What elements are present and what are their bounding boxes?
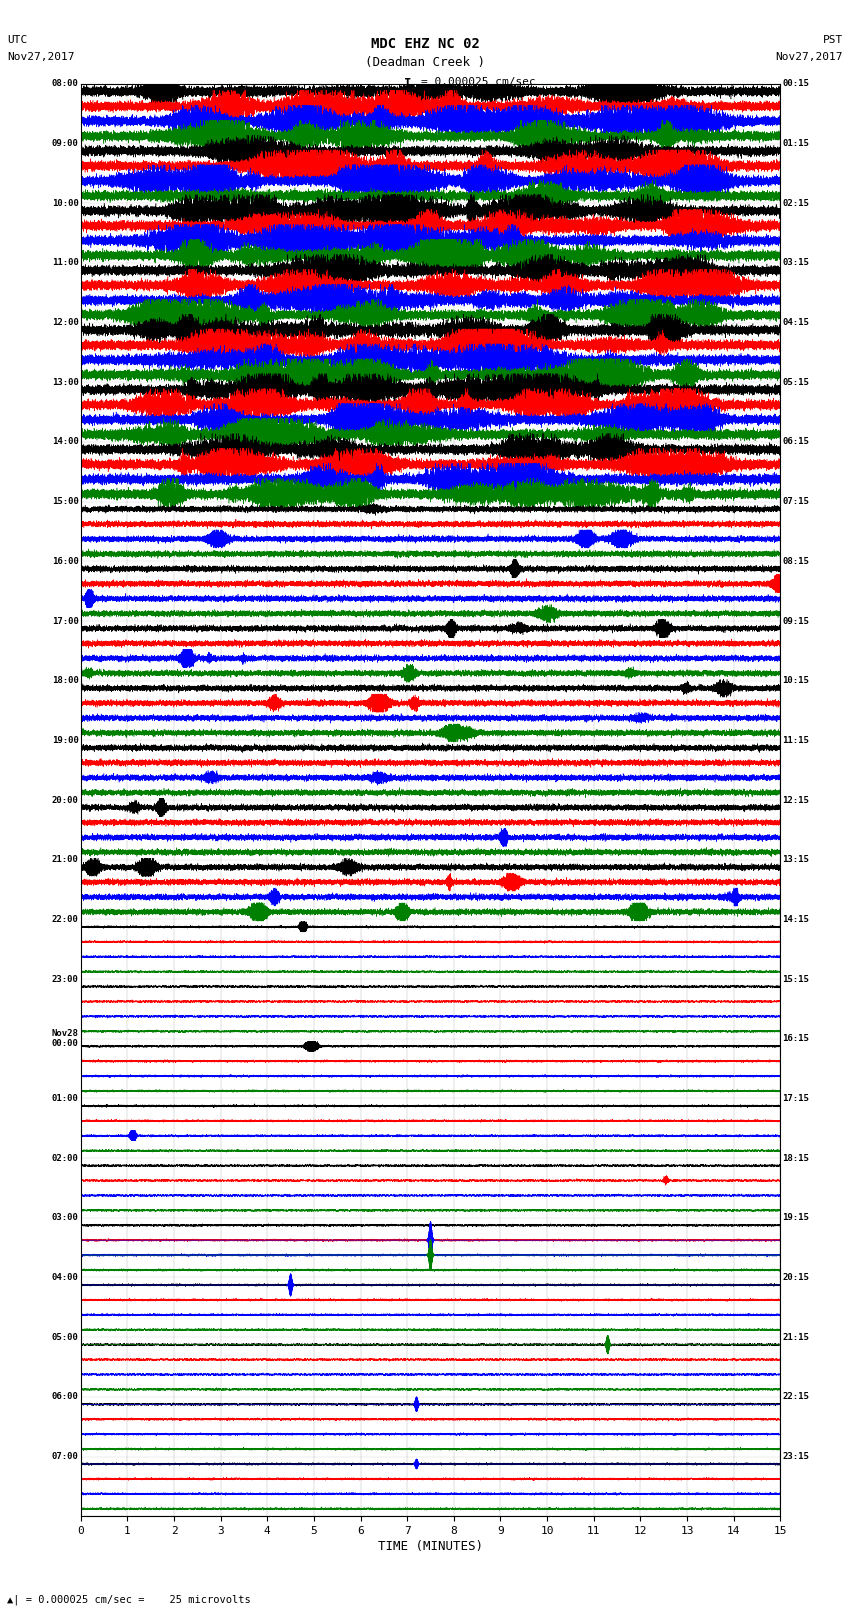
Text: MDC EHZ NC 02: MDC EHZ NC 02 xyxy=(371,37,479,52)
Text: 04:00: 04:00 xyxy=(52,1273,79,1282)
Text: 19:15: 19:15 xyxy=(782,1213,809,1223)
Text: 09:15: 09:15 xyxy=(782,616,809,626)
Text: (Deadman Creek ): (Deadman Creek ) xyxy=(365,56,485,69)
Text: 22:15: 22:15 xyxy=(782,1392,809,1402)
Text: 10:15: 10:15 xyxy=(782,676,809,686)
Text: 03:15: 03:15 xyxy=(782,258,809,268)
Text: PST: PST xyxy=(823,35,843,45)
Text: 18:15: 18:15 xyxy=(782,1153,809,1163)
Text: ▲| = 0.000025 cm/sec =    25 microvolts: ▲| = 0.000025 cm/sec = 25 microvolts xyxy=(7,1594,251,1605)
Text: 10:00: 10:00 xyxy=(52,198,79,208)
Text: 05:15: 05:15 xyxy=(782,377,809,387)
Text: 00:15: 00:15 xyxy=(782,79,809,89)
Text: I: I xyxy=(405,77,411,90)
Text: 13:15: 13:15 xyxy=(782,855,809,865)
Text: 06:00: 06:00 xyxy=(52,1392,79,1402)
Text: = 0.000025 cm/sec: = 0.000025 cm/sec xyxy=(421,77,536,87)
Text: 21:15: 21:15 xyxy=(782,1332,809,1342)
Text: 12:15: 12:15 xyxy=(782,795,809,805)
Text: UTC: UTC xyxy=(7,35,27,45)
Text: 16:00: 16:00 xyxy=(52,556,79,566)
Text: 22:00: 22:00 xyxy=(52,915,79,924)
Text: 20:00: 20:00 xyxy=(52,795,79,805)
Text: 07:15: 07:15 xyxy=(782,497,809,506)
Text: 12:00: 12:00 xyxy=(52,318,79,327)
Text: 08:15: 08:15 xyxy=(782,556,809,566)
Text: 20:15: 20:15 xyxy=(782,1273,809,1282)
Text: 01:00: 01:00 xyxy=(52,1094,79,1103)
Text: 23:15: 23:15 xyxy=(782,1452,809,1461)
Text: 14:15: 14:15 xyxy=(782,915,809,924)
Text: Nov27,2017: Nov27,2017 xyxy=(7,52,74,61)
Text: 21:00: 21:00 xyxy=(52,855,79,865)
Text: 18:00: 18:00 xyxy=(52,676,79,686)
Text: Nov27,2017: Nov27,2017 xyxy=(776,52,843,61)
Text: 01:15: 01:15 xyxy=(782,139,809,148)
Text: 03:00: 03:00 xyxy=(52,1213,79,1223)
Text: Nov28
00:00: Nov28 00:00 xyxy=(52,1029,79,1048)
Text: 09:00: 09:00 xyxy=(52,139,79,148)
Text: 14:00: 14:00 xyxy=(52,437,79,447)
Text: 04:15: 04:15 xyxy=(782,318,809,327)
Text: 02:15: 02:15 xyxy=(782,198,809,208)
Text: 08:00: 08:00 xyxy=(52,79,79,89)
Text: 23:00: 23:00 xyxy=(52,974,79,984)
Text: 16:15: 16:15 xyxy=(782,1034,809,1044)
Text: 02:00: 02:00 xyxy=(52,1153,79,1163)
Text: 15:15: 15:15 xyxy=(782,974,809,984)
Text: 07:00: 07:00 xyxy=(52,1452,79,1461)
Text: 13:00: 13:00 xyxy=(52,377,79,387)
Text: 17:00: 17:00 xyxy=(52,616,79,626)
Text: 06:15: 06:15 xyxy=(782,437,809,447)
Text: 17:15: 17:15 xyxy=(782,1094,809,1103)
Text: 19:00: 19:00 xyxy=(52,736,79,745)
Text: 05:00: 05:00 xyxy=(52,1332,79,1342)
Text: 15:00: 15:00 xyxy=(52,497,79,506)
Text: 11:15: 11:15 xyxy=(782,736,809,745)
X-axis label: TIME (MINUTES): TIME (MINUTES) xyxy=(378,1540,483,1553)
Text: 11:00: 11:00 xyxy=(52,258,79,268)
